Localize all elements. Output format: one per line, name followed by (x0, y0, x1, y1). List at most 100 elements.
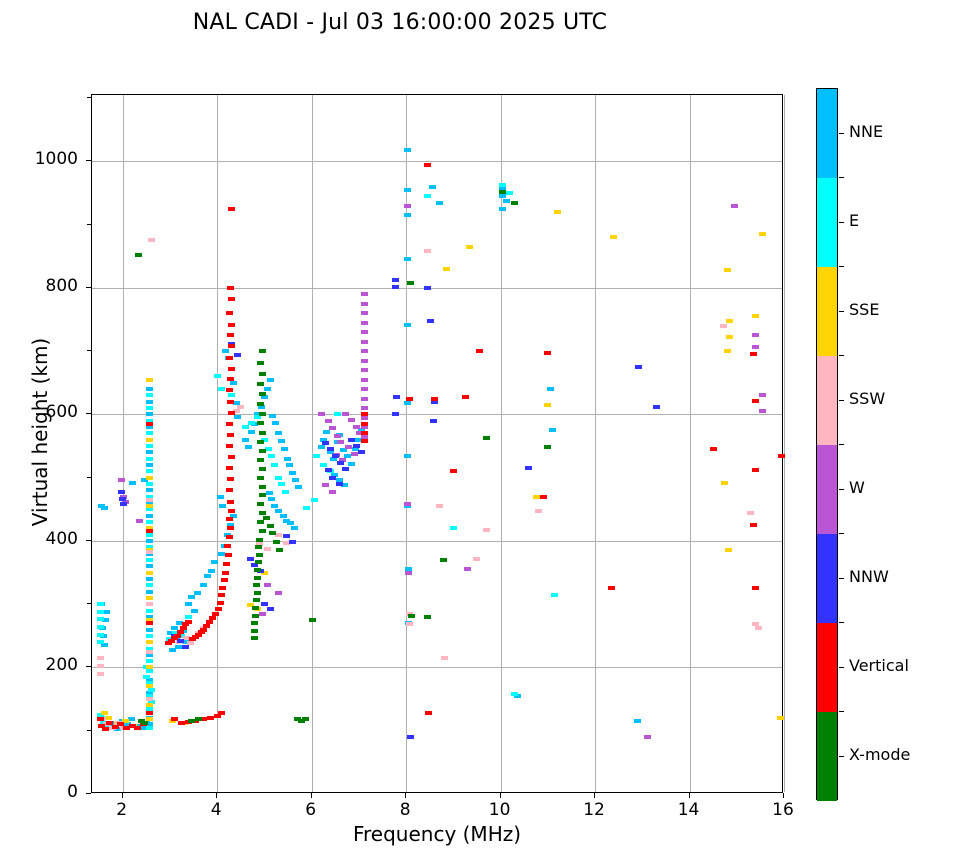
data-point (127, 717, 135, 722)
data-point (242, 425, 249, 430)
data-point (118, 489, 126, 494)
data-point (392, 284, 400, 289)
data-point (275, 590, 283, 595)
data-point (361, 425, 369, 430)
colorbar-band-sse[interactable] (817, 267, 837, 356)
data-point (342, 412, 350, 417)
data-point (292, 478, 300, 483)
data-point (273, 540, 281, 545)
data-point (499, 189, 507, 194)
data-point (331, 453, 339, 458)
data-point (361, 311, 369, 316)
data-point (145, 621, 153, 626)
colorbar-band-nne[interactable] (817, 89, 837, 178)
colorbar[interactable] (816, 88, 838, 801)
data-point (208, 569, 215, 574)
data-point (260, 570, 268, 575)
data-point (247, 421, 255, 426)
data-point (225, 466, 233, 471)
data-point (242, 437, 249, 442)
data-point (643, 735, 651, 740)
data-point (310, 497, 318, 502)
colorbar-tick-label: E (849, 210, 860, 230)
data-point (258, 484, 266, 489)
gridline-vertical (784, 95, 785, 792)
data-point (139, 726, 147, 731)
data-point (145, 725, 153, 730)
colorbar-band-w[interactable] (817, 445, 837, 534)
data-point (361, 439, 369, 444)
colorbar-band-ssw[interactable] (817, 356, 837, 445)
data-point (96, 602, 104, 607)
data-point (145, 614, 153, 619)
data-point (145, 602, 153, 607)
data-point (226, 526, 234, 531)
data-point (546, 387, 554, 392)
data-point (226, 499, 234, 504)
data-point (327, 450, 335, 455)
colorbar-tick (839, 221, 844, 223)
data-point (145, 475, 153, 480)
data-point (176, 630, 184, 635)
data-point (353, 444, 361, 449)
colorbar-tick (839, 488, 844, 490)
data-point (499, 183, 507, 188)
data-point (229, 380, 237, 385)
y-axis-tick-label: 0 (67, 782, 78, 802)
data-point (171, 717, 179, 722)
data-point (652, 404, 660, 409)
colorbar-band-x-mode[interactable] (817, 712, 837, 801)
data-point (226, 523, 234, 528)
data-point (334, 412, 342, 417)
data-point (754, 626, 762, 631)
data-point (634, 719, 642, 724)
colorbar-band-nnw[interactable] (817, 534, 837, 623)
data-point (218, 551, 226, 556)
data-point (256, 537, 264, 542)
data-point (430, 396, 438, 401)
colorbar-band-e[interactable] (817, 178, 837, 267)
plot-area[interactable] (91, 94, 786, 793)
data-point (361, 421, 369, 426)
data-point (233, 352, 241, 357)
data-point (269, 413, 277, 418)
data-point (749, 352, 757, 357)
data-point (219, 504, 227, 509)
data-point (197, 630, 205, 635)
data-point (466, 244, 474, 249)
data-point (342, 466, 350, 471)
data-point (254, 568, 262, 573)
data-point (335, 478, 343, 483)
data-point (221, 578, 229, 583)
data-point (148, 700, 156, 705)
data-point (404, 567, 412, 572)
data-point (294, 484, 302, 489)
data-point (406, 396, 414, 401)
data-point (227, 455, 235, 460)
data-point (351, 447, 359, 452)
data-point (747, 510, 755, 515)
data-point (279, 513, 287, 518)
data-point (251, 563, 259, 567)
data-point (224, 532, 232, 537)
data-point (344, 453, 352, 458)
data-point (293, 717, 301, 722)
data-point (103, 609, 111, 614)
data-point (232, 409, 240, 414)
data-canvas (92, 95, 786, 792)
data-point (145, 570, 153, 575)
data-point (330, 472, 338, 477)
data-point (227, 411, 235, 416)
data-point (145, 589, 153, 594)
data-point (254, 414, 262, 419)
data-point (544, 351, 552, 356)
data-point (210, 560, 218, 565)
data-point (145, 399, 153, 404)
data-point (329, 475, 337, 480)
data-point (189, 637, 197, 642)
colorbar-band-vertical[interactable] (817, 623, 837, 712)
page-title: NAL CADI - Jul 03 16:00:00 2025 UTC (192, 10, 608, 35)
data-point (225, 311, 233, 316)
data-point (122, 726, 130, 731)
data-point (720, 323, 728, 328)
